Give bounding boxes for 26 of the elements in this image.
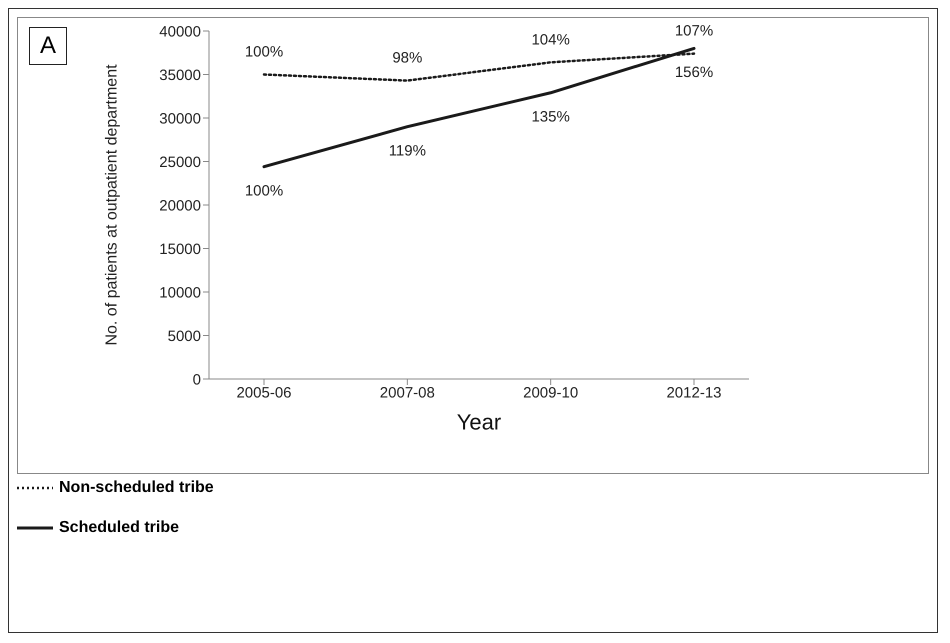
y-axis-title: No. of patients at outpatient department — [104, 64, 121, 346]
y-tick-label: 20000 — [159, 197, 201, 214]
annotation: 156% — [674, 64, 714, 82]
annotation: 119% — [388, 142, 426, 160]
annotation: 135% — [531, 108, 570, 126]
legend-label: Scheduled tribe — [59, 519, 180, 537]
text: A — [29, 27, 68, 65]
y-tick-label: 5000 — [168, 328, 201, 345]
x-tick-label: 2012-13 — [666, 384, 722, 402]
y-tick-label: 30000 — [159, 110, 201, 128]
x-tick-label: 2009-10 — [523, 384, 578, 402]
y-tick-label: 35000 — [159, 66, 201, 84]
annotation: 100% — [244, 44, 284, 60]
x-axis-title: Year — [456, 410, 502, 435]
annotation: 100% — [244, 182, 284, 200]
y-tick-label: 25000 — [159, 154, 201, 171]
y-tick-label: 40000 — [159, 23, 201, 40]
annotation: 98% — [392, 50, 422, 67]
y-tick-label: 0 — [192, 371, 201, 388]
x-tick-label: 2007-08 — [380, 384, 435, 402]
y-tick-label: 15000 — [159, 240, 201, 258]
x-tick-label: 2005-06 — [236, 384, 292, 402]
annotation: 107% — [674, 22, 714, 40]
y-tick-label: 10000 — [159, 284, 201, 302]
annotation: 104% — [531, 31, 570, 48]
legend-label: Non-scheduled tribe — [59, 479, 214, 497]
